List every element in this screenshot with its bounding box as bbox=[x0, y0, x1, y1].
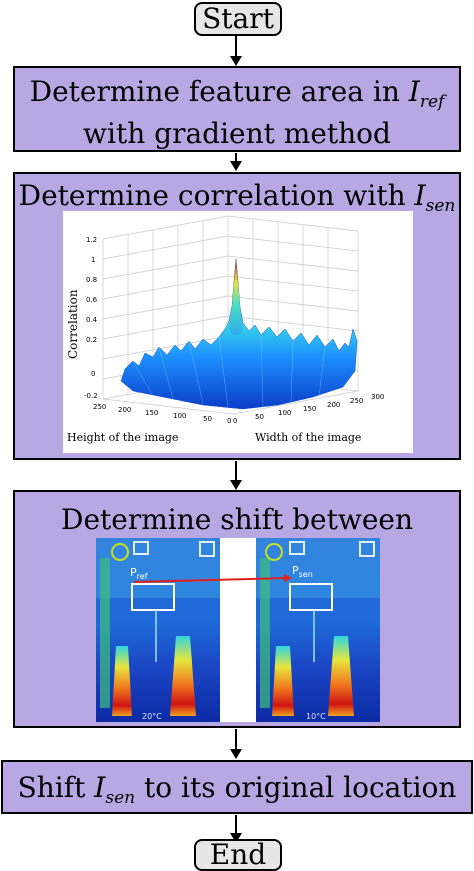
z-tick: 1 bbox=[91, 256, 95, 264]
step1-line1: Determine feature area in bbox=[29, 75, 400, 108]
width-tick: 250 bbox=[350, 397, 363, 405]
p-sen-label: P bbox=[292, 564, 299, 577]
width-tick: 50 bbox=[255, 413, 264, 421]
arrowhead-start-step1 bbox=[230, 56, 242, 66]
z-axis-label: Correlation bbox=[66, 289, 80, 359]
step4-var-sub: sen bbox=[105, 788, 136, 808]
width-tick: 200 bbox=[327, 401, 340, 409]
start-terminal: Start bbox=[194, 2, 282, 36]
width-tick: 300 bbox=[371, 393, 384, 401]
arrowhead-step1-step2 bbox=[230, 161, 242, 171]
thermal-comparison: Pref 20°C Psen 10°C bbox=[96, 538, 380, 722]
z-tick: 0.4 bbox=[86, 316, 98, 324]
width-tick: 150 bbox=[303, 405, 316, 413]
height-tick: 250 bbox=[93, 403, 106, 411]
height-tick: 200 bbox=[118, 406, 131, 414]
correlation-peak bbox=[229, 259, 243, 335]
height-axis-label: Height of the image bbox=[67, 431, 178, 444]
right-temp: 10°C bbox=[306, 712, 326, 721]
arrowhead-step4-end bbox=[230, 833, 242, 843]
arrow-step4-end bbox=[235, 815, 237, 835]
correlation-plot: 1.2 1 0.8 0.6 0.4 0.2 0 -0.2 250 200 150… bbox=[63, 211, 413, 453]
arrowhead-step2-step3 bbox=[230, 480, 242, 490]
step4-var: I bbox=[94, 771, 106, 804]
start-label: Start bbox=[202, 2, 274, 35]
step2-label: Determine correlation with bbox=[18, 179, 406, 212]
z-tick: 0.8 bbox=[86, 276, 97, 284]
step1-var: I bbox=[408, 75, 420, 108]
p-ref-label: P bbox=[130, 566, 137, 579]
arrowhead-step3-step4 bbox=[230, 749, 242, 759]
z-tick: -0.2 bbox=[84, 392, 98, 400]
p-sen-sub: sen bbox=[299, 570, 313, 579]
shift-arrowhead bbox=[284, 574, 292, 582]
end-terminal: End bbox=[194, 839, 282, 871]
step2-var: I bbox=[414, 179, 426, 212]
height-tick: 100 bbox=[173, 412, 186, 420]
step1-var-sub: ref bbox=[419, 92, 445, 112]
arrow-step2-step3 bbox=[235, 461, 237, 482]
step4-prefix: Shift bbox=[17, 771, 86, 804]
p-ref-sub: ref bbox=[137, 572, 148, 581]
left-temp: 20°C bbox=[142, 712, 162, 721]
step1-line2: with gradient method bbox=[83, 117, 391, 150]
width-tick: 0 bbox=[233, 417, 237, 425]
step-shift-original: Shift Isen to its original location bbox=[1, 760, 473, 814]
width-tick: 100 bbox=[278, 409, 291, 417]
end-label: End bbox=[209, 838, 267, 871]
width-axis-label: Width of the image bbox=[255, 431, 361, 444]
thermal-images: Pref 20°C Psen 10°C bbox=[96, 538, 380, 722]
svg-text:Psen: Psen bbox=[292, 564, 313, 579]
z-tick: 0.2 bbox=[86, 336, 97, 344]
arrow-step1-step2 bbox=[235, 153, 237, 163]
surface-mesh bbox=[132, 334, 326, 408]
correlation-surface-plot: 1.2 1 0.8 0.6 0.4 0.2 0 -0.2 250 200 150… bbox=[66, 215, 384, 444]
step4-suffix: to its original location bbox=[143, 771, 457, 804]
z-tick: 0 bbox=[91, 370, 95, 378]
step2-var-sub: sen bbox=[425, 196, 456, 216]
svg-text:Pref: Pref bbox=[130, 566, 148, 581]
height-tick: 150 bbox=[145, 409, 158, 417]
arrow-start-step1 bbox=[235, 34, 237, 58]
step-feature-area: Determine feature area in Iref with grad… bbox=[13, 66, 461, 152]
z-tick: 1.2 bbox=[86, 236, 97, 244]
z-tick: 0.6 bbox=[86, 296, 98, 304]
height-tick: 0 bbox=[227, 417, 231, 425]
shift-arrow bbox=[133, 577, 287, 583]
arrow-step3-step4 bbox=[235, 729, 237, 751]
height-tick: 50 bbox=[203, 415, 212, 423]
